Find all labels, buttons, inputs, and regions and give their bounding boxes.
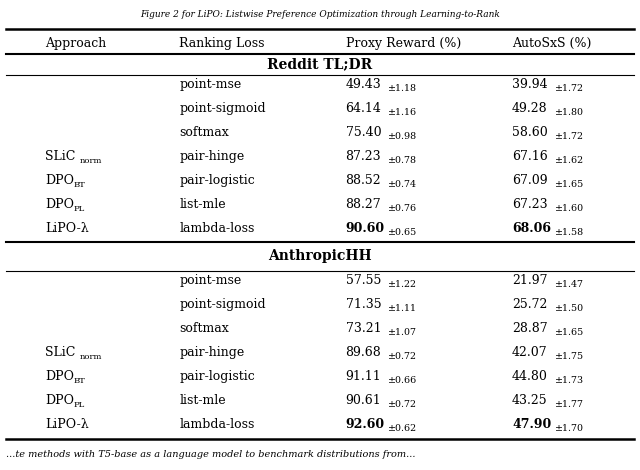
Text: AnthropicHH: AnthropicHH bbox=[268, 250, 372, 263]
Text: ±1.72: ±1.72 bbox=[555, 84, 584, 93]
Text: 92.60: 92.60 bbox=[346, 418, 385, 431]
Text: BT: BT bbox=[74, 180, 85, 189]
Text: 88.27: 88.27 bbox=[346, 198, 381, 211]
Text: 47.90: 47.90 bbox=[512, 418, 551, 431]
Text: DPO: DPO bbox=[45, 174, 74, 187]
Text: 67.23: 67.23 bbox=[512, 198, 548, 211]
Text: ±1.72: ±1.72 bbox=[555, 132, 584, 141]
Text: 75.40: 75.40 bbox=[346, 126, 381, 139]
Text: BT: BT bbox=[74, 377, 85, 385]
Text: 73.21: 73.21 bbox=[346, 322, 381, 335]
Text: norm: norm bbox=[79, 157, 102, 165]
Text: Reddit TL;DR: Reddit TL;DR bbox=[268, 57, 372, 71]
Text: ±0.62: ±0.62 bbox=[388, 424, 417, 433]
Text: LiPO-λ: LiPO-λ bbox=[45, 418, 88, 431]
Text: 49.43: 49.43 bbox=[346, 78, 381, 91]
Text: ±1.65: ±1.65 bbox=[555, 180, 584, 189]
Text: SLiC: SLiC bbox=[45, 150, 75, 163]
Text: ±1.60: ±1.60 bbox=[555, 204, 584, 213]
Text: 39.94: 39.94 bbox=[512, 78, 548, 91]
Text: 42.07: 42.07 bbox=[512, 346, 548, 359]
Text: 88.52: 88.52 bbox=[346, 174, 381, 187]
Text: ±1.73: ±1.73 bbox=[555, 376, 584, 385]
Text: ±0.72: ±0.72 bbox=[388, 352, 417, 361]
Text: ±0.76: ±0.76 bbox=[388, 204, 417, 213]
Text: ±0.74: ±0.74 bbox=[388, 180, 417, 189]
Text: list-mle: list-mle bbox=[179, 198, 226, 211]
Text: 68.06: 68.06 bbox=[512, 222, 551, 235]
Text: PL: PL bbox=[74, 204, 85, 213]
Text: ±1.11: ±1.11 bbox=[388, 304, 417, 313]
Text: ±1.47: ±1.47 bbox=[555, 280, 584, 289]
Text: ±1.75: ±1.75 bbox=[555, 352, 584, 361]
Text: ...te methods with T5-base as a language model to benchmark distributions from..: ...te methods with T5-base as a language… bbox=[6, 450, 416, 459]
Text: ±0.98: ±0.98 bbox=[388, 132, 417, 141]
Text: Ranking Loss: Ranking Loss bbox=[179, 37, 265, 50]
Text: SLiC: SLiC bbox=[45, 346, 75, 359]
Text: lambda-loss: lambda-loss bbox=[179, 418, 255, 431]
Text: 25.72: 25.72 bbox=[512, 298, 547, 311]
Text: ±1.65: ±1.65 bbox=[555, 328, 584, 337]
Text: 49.28: 49.28 bbox=[512, 102, 548, 115]
Text: ±0.65: ±0.65 bbox=[388, 227, 417, 237]
Text: DPO: DPO bbox=[45, 394, 74, 407]
Text: 64.14: 64.14 bbox=[346, 102, 381, 115]
Text: ±1.50: ±1.50 bbox=[555, 304, 584, 313]
Text: 90.61: 90.61 bbox=[346, 394, 381, 407]
Text: PL: PL bbox=[74, 401, 85, 409]
Text: point-mse: point-mse bbox=[179, 274, 241, 287]
Text: pair-hinge: pair-hinge bbox=[179, 346, 244, 359]
Text: list-mle: list-mle bbox=[179, 394, 226, 407]
Text: 71.35: 71.35 bbox=[346, 298, 381, 311]
Text: 21.97: 21.97 bbox=[512, 274, 547, 287]
Text: 67.09: 67.09 bbox=[512, 174, 548, 187]
Text: pair-logistic: pair-logistic bbox=[179, 174, 255, 187]
Text: 28.87: 28.87 bbox=[512, 322, 548, 335]
Text: 90.60: 90.60 bbox=[346, 222, 385, 235]
Text: lambda-loss: lambda-loss bbox=[179, 222, 255, 235]
Text: 44.80: 44.80 bbox=[512, 370, 548, 383]
Text: 57.55: 57.55 bbox=[346, 274, 381, 287]
Text: ±0.72: ±0.72 bbox=[388, 400, 417, 409]
Text: pair-logistic: pair-logistic bbox=[179, 370, 255, 383]
Text: 43.25: 43.25 bbox=[512, 394, 548, 407]
Text: LiPO-λ: LiPO-λ bbox=[45, 222, 88, 235]
Text: Approach: Approach bbox=[45, 37, 106, 50]
Text: ±1.80: ±1.80 bbox=[555, 108, 584, 117]
Text: 67.16: 67.16 bbox=[512, 150, 548, 163]
Text: ±1.22: ±1.22 bbox=[388, 280, 417, 289]
Text: norm: norm bbox=[79, 353, 102, 361]
Text: ±1.18: ±1.18 bbox=[388, 84, 417, 93]
Text: ±1.77: ±1.77 bbox=[555, 400, 584, 409]
Text: ±0.66: ±0.66 bbox=[388, 376, 417, 385]
Text: ±0.78: ±0.78 bbox=[388, 156, 417, 165]
Text: 89.68: 89.68 bbox=[346, 346, 381, 359]
Text: ±1.70: ±1.70 bbox=[555, 424, 584, 433]
Text: 87.23: 87.23 bbox=[346, 150, 381, 163]
Text: ±1.07: ±1.07 bbox=[388, 328, 417, 337]
Text: ±1.16: ±1.16 bbox=[388, 108, 417, 117]
Text: pair-hinge: pair-hinge bbox=[179, 150, 244, 163]
Text: point-sigmoid: point-sigmoid bbox=[179, 298, 266, 311]
Text: softmax: softmax bbox=[179, 322, 229, 335]
Text: 91.11: 91.11 bbox=[346, 370, 381, 383]
Text: DPO: DPO bbox=[45, 198, 74, 211]
Text: DPO: DPO bbox=[45, 370, 74, 383]
Text: 58.60: 58.60 bbox=[512, 126, 548, 139]
Text: AutoSxS (%): AutoSxS (%) bbox=[512, 37, 591, 50]
Text: Proxy Reward (%): Proxy Reward (%) bbox=[346, 37, 461, 50]
Text: point-sigmoid: point-sigmoid bbox=[179, 102, 266, 115]
Text: ±1.58: ±1.58 bbox=[555, 227, 584, 237]
Text: ±1.62: ±1.62 bbox=[555, 156, 584, 165]
Text: softmax: softmax bbox=[179, 126, 229, 139]
Text: Figure 2 for LiPO: Listwise Preference Optimization through Learning-to-Rank: Figure 2 for LiPO: Listwise Preference O… bbox=[140, 10, 500, 19]
Text: point-mse: point-mse bbox=[179, 78, 241, 91]
